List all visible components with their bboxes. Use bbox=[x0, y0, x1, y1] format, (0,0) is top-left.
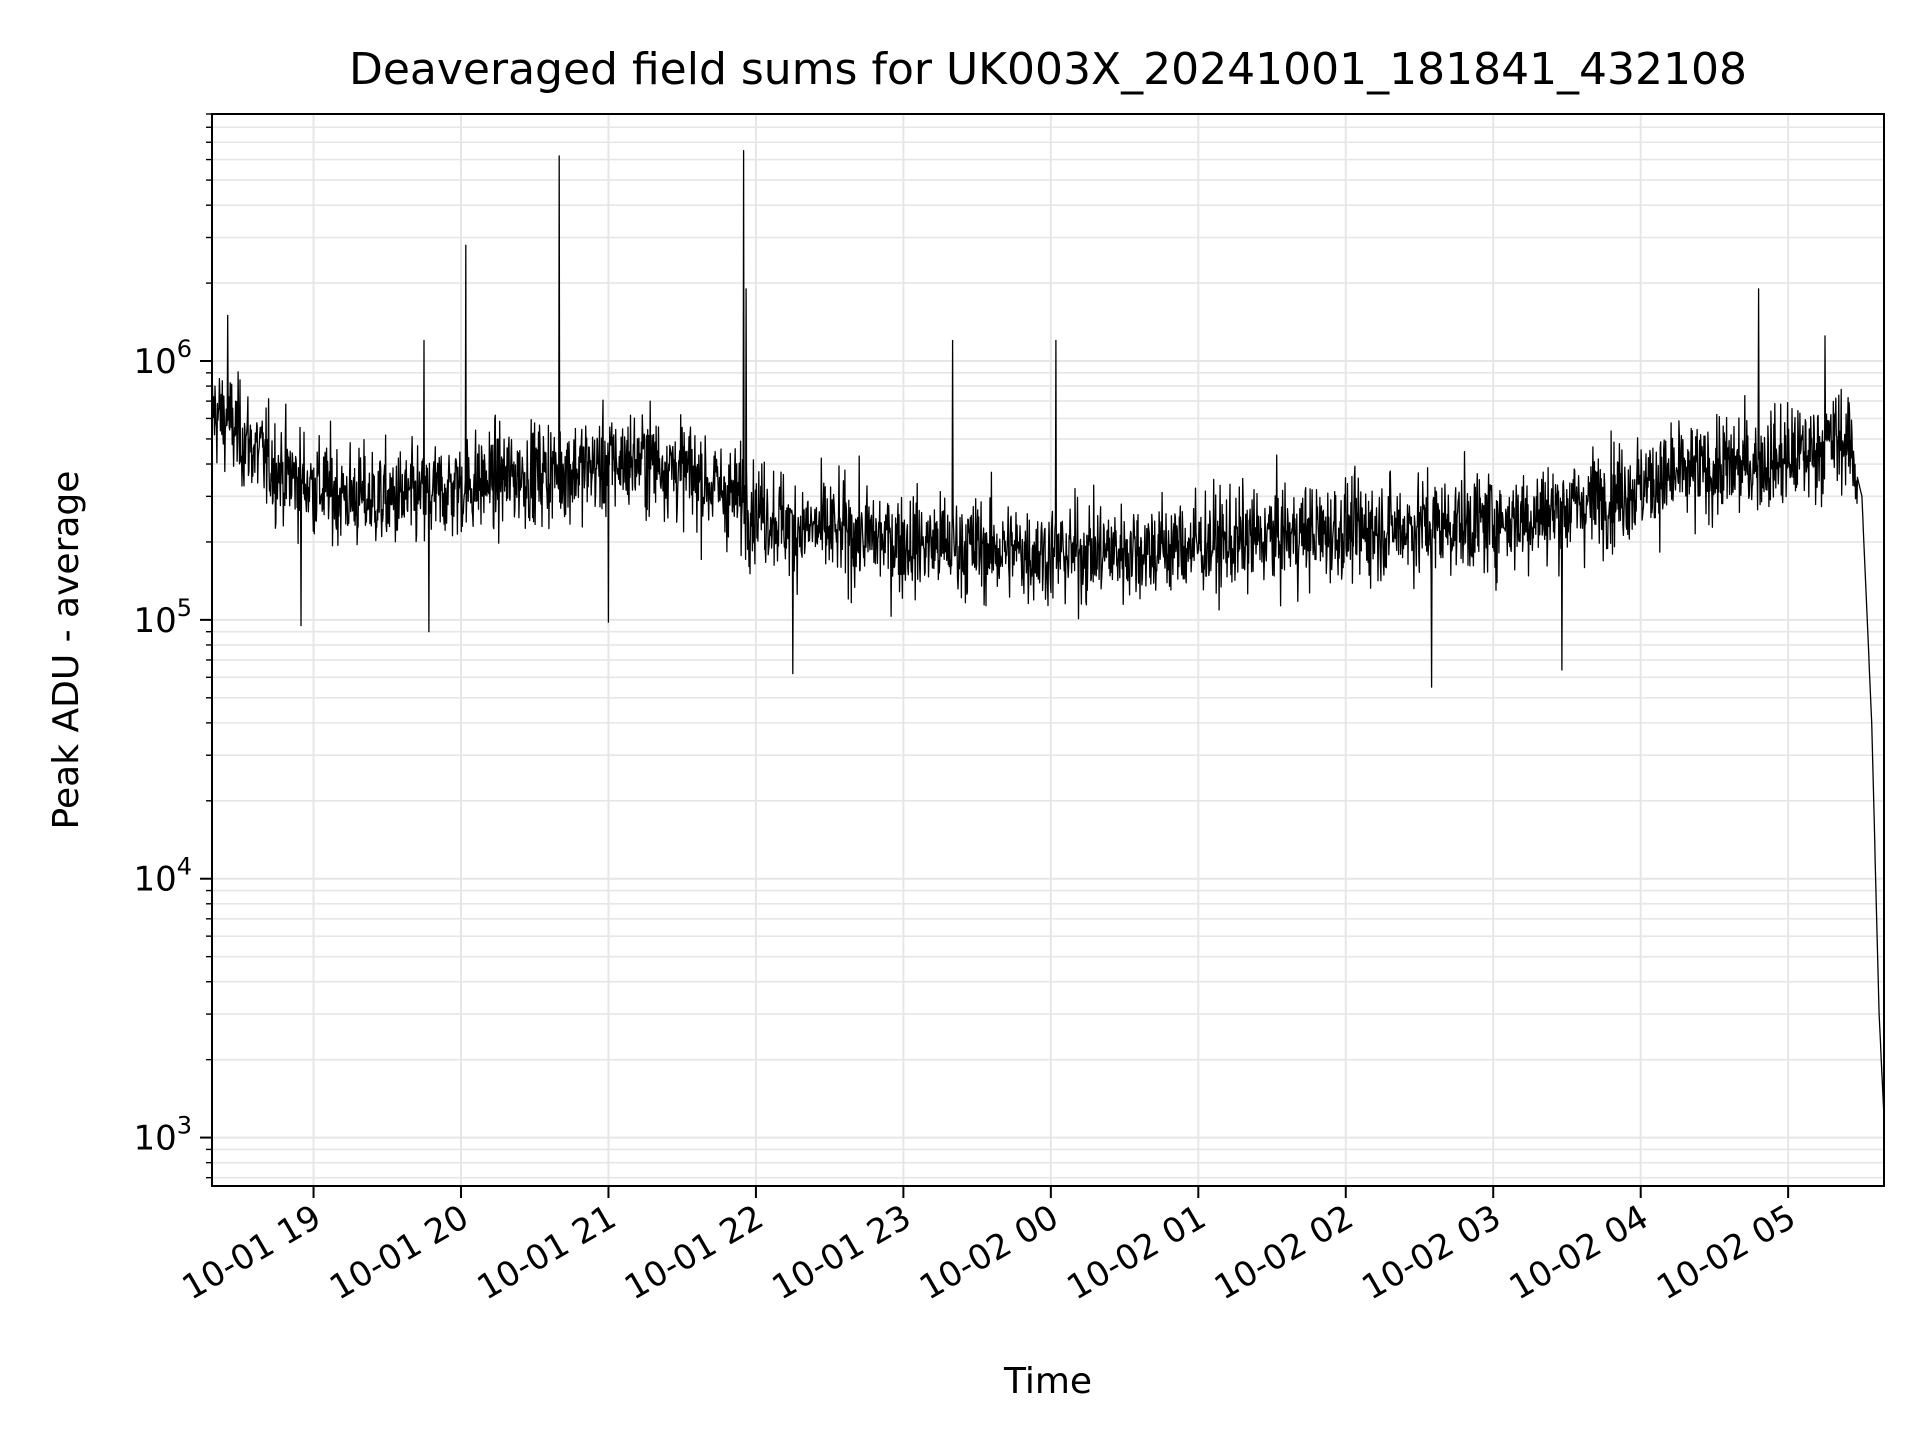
y-tick-label: 103 bbox=[133, 1112, 192, 1159]
plot-frame bbox=[211, 113, 1885, 1187]
y-tick-label: 104 bbox=[133, 853, 192, 900]
chart-title: Deaveraged field sums for UK003X_2024100… bbox=[349, 44, 1747, 95]
y-tick-label: 105 bbox=[133, 594, 192, 641]
grid-lines bbox=[212, 113, 1884, 1186]
x-axis-label: Time bbox=[1003, 1361, 1092, 1402]
y-tick-label: 106 bbox=[133, 335, 192, 382]
y-axis-ticks: 103 104 105 106 bbox=[133, 113, 212, 1179]
series-line bbox=[211, 149, 1885, 1118]
plot-area bbox=[211, 149, 1885, 1118]
y-axis-label: Peak ADU - average bbox=[46, 471, 87, 830]
